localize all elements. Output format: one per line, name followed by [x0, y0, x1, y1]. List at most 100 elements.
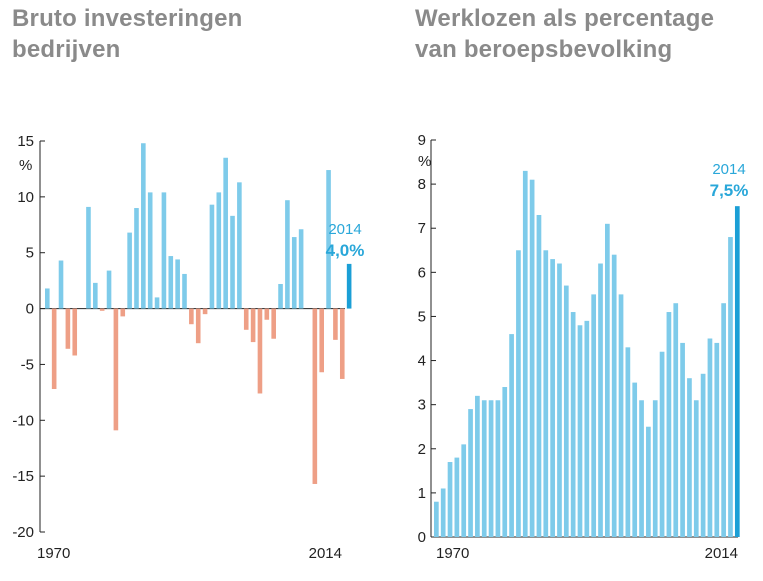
bar-1998 — [237, 182, 242, 309]
bar-1975 — [468, 409, 473, 537]
bar-1979 — [495, 400, 501, 537]
bar-1972 — [447, 462, 453, 537]
bar-2008 — [693, 400, 699, 537]
y-tick-label-right: 1 — [418, 485, 426, 502]
bar-1997 — [230, 215, 235, 309]
annotation-year-right: 2014 — [712, 161, 745, 178]
y-tick-label-left: 10 — [17, 189, 34, 206]
bar-1995 — [216, 192, 222, 309]
y-tick-label-left: -15 — [12, 468, 34, 485]
bar-1971 — [51, 308, 57, 390]
bar-2010 — [707, 338, 713, 537]
bar-2013 — [728, 237, 733, 538]
bar-2011 — [326, 170, 331, 309]
y-tick-label-right: 8 — [418, 176, 426, 193]
bar-1989 — [563, 285, 569, 537]
annotation-value-right: 7,5% — [710, 181, 749, 200]
bar-1980 — [113, 308, 119, 431]
bar-1992 — [584, 320, 590, 537]
bar-1994 — [598, 263, 603, 537]
y-tick-label-left: 15 — [17, 133, 34, 150]
bar-1981 — [509, 334, 514, 537]
bar-2005 — [285, 200, 290, 309]
y-unit-left: % — [19, 157, 32, 174]
y-tick-label-left: -20 — [12, 524, 34, 541]
bar-1988 — [557, 263, 562, 537]
bar-2007 — [298, 229, 304, 309]
y-tick-label-left: -5 — [21, 356, 34, 373]
bar-1983 — [134, 208, 139, 309]
bar-1977 — [481, 400, 487, 537]
bar-1980 — [502, 387, 508, 537]
y-tick-label-right: 3 — [418, 397, 426, 414]
bar-1985 — [147, 192, 153, 309]
bar-1982 — [127, 232, 132, 309]
bar-1983 — [522, 170, 528, 537]
bar-1974 — [72, 308, 78, 356]
y-tick-label-right: 6 — [418, 264, 426, 281]
y-tick-label-left: 0 — [26, 301, 34, 318]
bar-2014 — [734, 206, 740, 537]
bar-1998 — [625, 347, 631, 537]
bar-1977 — [93, 282, 98, 309]
bar-2012 — [333, 308, 338, 340]
bar-1974 — [461, 444, 467, 537]
bar-1981 — [120, 308, 126, 317]
bar-2009 — [700, 373, 706, 537]
bar-1987 — [161, 192, 167, 309]
bar-2005 — [673, 303, 679, 537]
bar-2014 — [346, 263, 352, 309]
bar-2000 — [250, 308, 256, 343]
bar-1976 — [86, 206, 91, 309]
bar-1988 — [168, 256, 174, 309]
x-label-end-right: 2014 — [705, 545, 738, 562]
y-tick-label-right: 5 — [418, 308, 426, 325]
annotation-value-left: 4,0% — [326, 241, 365, 260]
bar-2001 — [646, 426, 651, 537]
x-label-end-left: 2014 — [309, 545, 342, 562]
bar-1996 — [223, 157, 228, 309]
bar-1989 — [175, 259, 180, 309]
bar-1990 — [570, 312, 576, 537]
bar-1978 — [488, 400, 494, 537]
chart-title-werkloosheid: Werklozen als percentage van beroepsbevo… — [415, 5, 715, 63]
bar-1991 — [189, 308, 194, 325]
bar-2007 — [687, 378, 692, 537]
bar-1984 — [529, 179, 535, 537]
bar-1999 — [243, 308, 249, 330]
bar-2001 — [257, 308, 263, 394]
bar-1986 — [543, 250, 549, 537]
bar-1991 — [577, 325, 583, 537]
bar-1987 — [550, 259, 555, 537]
bar-2003 — [659, 351, 665, 537]
bar-1973 — [454, 457, 460, 537]
chart-title-investeringen: Bruto investeringen bedrijven — [12, 5, 243, 63]
bar-2006 — [680, 342, 685, 537]
y-tick-label-right: 4 — [418, 353, 426, 370]
y-unit-right: % — [418, 153, 431, 170]
bar-1997 — [618, 294, 624, 537]
bar-1996 — [611, 254, 617, 537]
bar-2003 — [271, 308, 276, 339]
bar-2009 — [312, 308, 318, 484]
bar-1973 — [65, 308, 71, 349]
bar-1979 — [106, 270, 112, 309]
bar-2006 — [291, 237, 297, 309]
y-tick-label-right: 2 — [418, 441, 426, 458]
bar-1993 — [591, 294, 597, 537]
bar-1995 — [605, 223, 610, 538]
x-label-start-right: 1970 — [436, 545, 469, 562]
bar-2011 — [714, 342, 720, 537]
y-tick-label-right: 9 — [418, 132, 426, 149]
bar-2010 — [319, 308, 324, 373]
bar-2002 — [652, 400, 658, 537]
bar-1993 — [202, 308, 208, 315]
bar-1971 — [440, 488, 446, 537]
annotation-year-left: 2014 — [328, 221, 361, 238]
bar-1994 — [209, 204, 215, 309]
bar-1990 — [182, 273, 187, 309]
bar-1986 — [154, 297, 160, 309]
bar-2012 — [721, 303, 726, 537]
bar-1982 — [516, 250, 521, 537]
bar-1972 — [58, 260, 64, 309]
